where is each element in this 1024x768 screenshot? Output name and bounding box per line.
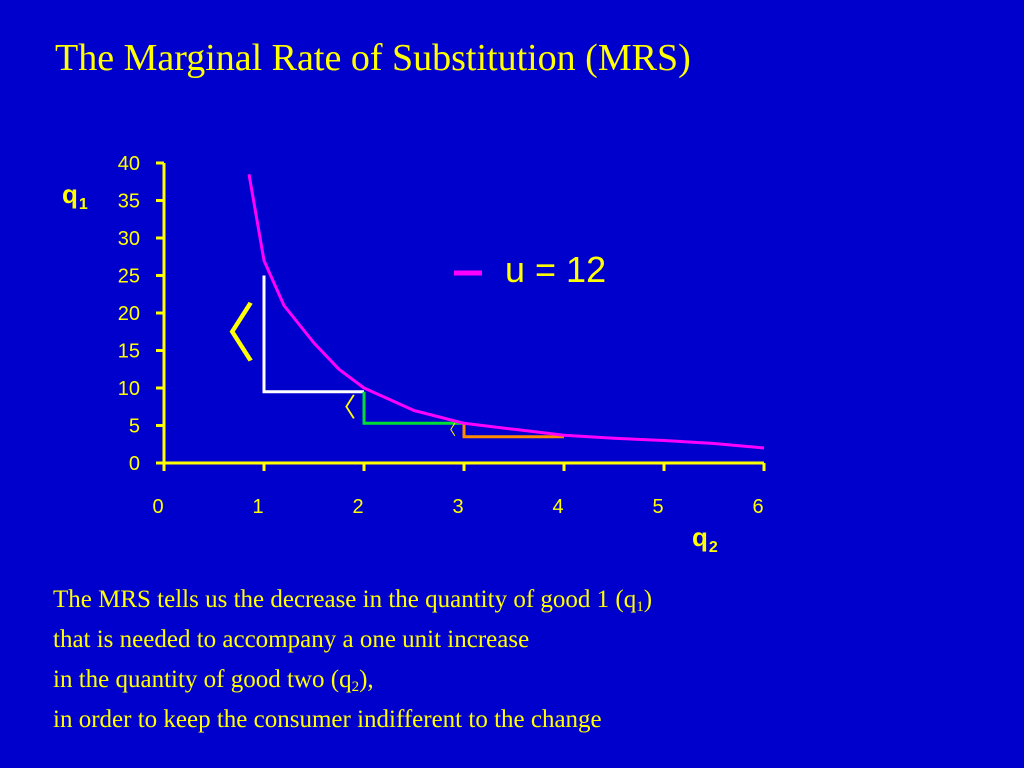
y-tick-label: 35 bbox=[118, 191, 140, 213]
y-tick-label: 5 bbox=[129, 416, 140, 438]
legend-label: u = 12 bbox=[505, 249, 606, 290]
x-tick-label: 6 bbox=[752, 496, 763, 518]
y-tick-label: 10 bbox=[118, 378, 140, 400]
x-axis-label: q2 bbox=[692, 522, 718, 556]
caption-line-2: that is needed to accompany a one unit i… bbox=[53, 626, 530, 653]
caption-line-3: in the quantity of good two (q2), bbox=[53, 666, 374, 695]
x-tick-label: 3 bbox=[452, 496, 463, 518]
y-tick-label: 20 bbox=[118, 303, 140, 325]
caption: The MRS tells us the decrease in the qua… bbox=[53, 580, 652, 740]
mrs-bracket-2: 〈 bbox=[330, 394, 356, 424]
mrs-step-1 bbox=[262, 275, 364, 394]
x-tick-label: 1 bbox=[252, 496, 263, 518]
mrs-bracket-1: 〈 bbox=[192, 298, 256, 372]
x-tick-label: 2 bbox=[352, 496, 363, 518]
y-tick-label: 25 bbox=[118, 266, 140, 288]
x-tick-label: 5 bbox=[652, 496, 663, 518]
slide-title: The Marginal Rate of Substitution (MRS) bbox=[55, 37, 691, 79]
caption-line-4: in order to keep the consumer indifferen… bbox=[53, 706, 602, 733]
y-tick-label: 0 bbox=[129, 453, 140, 475]
indifference-curve bbox=[247, 174, 765, 450]
mrs-step-3 bbox=[462, 423, 564, 439]
y-tick-label: 40 bbox=[118, 153, 140, 175]
x-tick-label: 0 bbox=[152, 496, 163, 518]
x-tick-label: 4 bbox=[552, 496, 563, 518]
mrs-bracket-3: 〈 bbox=[442, 423, 456, 439]
y-axis-label: q1 bbox=[62, 179, 88, 213]
mrs-step-2 bbox=[362, 391, 464, 425]
y-tick-label: 30 bbox=[118, 228, 140, 250]
caption-line-1: The MRS tells us the decrease in the qua… bbox=[53, 586, 653, 615]
y-tick-label: 15 bbox=[118, 341, 140, 363]
